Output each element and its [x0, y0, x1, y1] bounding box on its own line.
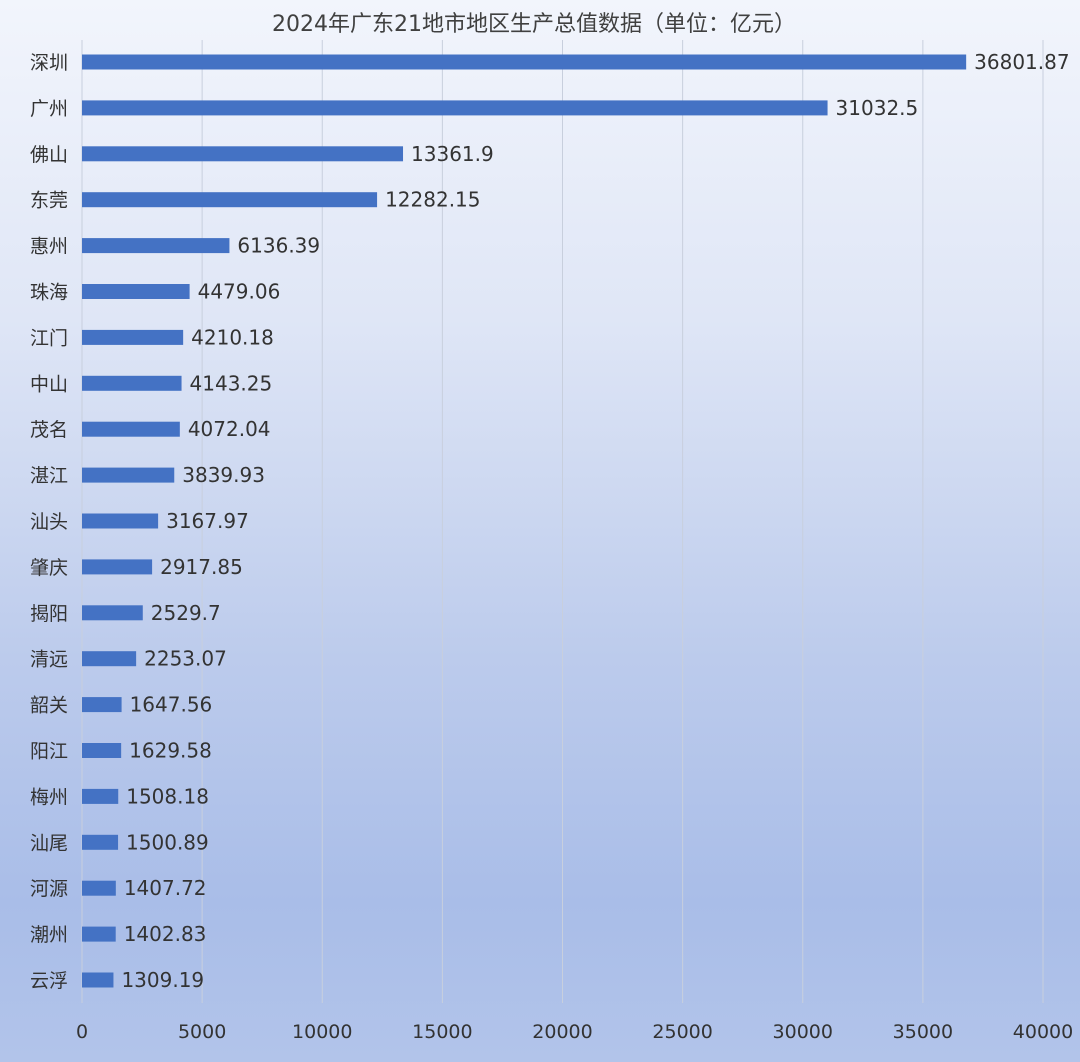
category-label: 江门 — [30, 327, 68, 349]
category-label: 云浮 — [30, 970, 68, 992]
category-label: 潮州 — [30, 924, 68, 946]
value-label: 2529.7 — [151, 601, 221, 625]
category-label: 佛山 — [30, 144, 68, 166]
bar — [82, 743, 122, 758]
category-label: 广州 — [30, 98, 68, 120]
bar — [82, 972, 114, 988]
value-label: 1309.19 — [121, 968, 204, 992]
bar — [82, 421, 180, 437]
value-label: 36801.87 — [974, 50, 1069, 74]
category-label: 茂名 — [30, 419, 68, 441]
bar — [82, 880, 116, 896]
value-label: 4143.25 — [190, 371, 273, 395]
bar — [82, 467, 175, 483]
value-label: 4210.18 — [191, 325, 274, 349]
category-label: 中山 — [30, 373, 68, 395]
chart-title: 2024年广东21地市地区生产总值数据（单位：亿元） — [272, 12, 796, 37]
x-tick-label: 35000 — [893, 1021, 953, 1043]
bar — [82, 513, 159, 529]
value-label: 3839.93 — [182, 463, 265, 487]
value-label: 12282.15 — [385, 188, 480, 212]
bar — [82, 100, 828, 116]
x-tick-label: 25000 — [652, 1021, 712, 1043]
x-tick-label: 0 — [76, 1021, 88, 1043]
value-labels: 36801.87 31032.5 13361.9 12282.15 6136.39 447… — [121, 50, 1069, 992]
category-label: 梅州 — [30, 786, 68, 808]
category-label: 肇庆 — [30, 557, 68, 579]
value-label: 4479.06 — [198, 280, 281, 304]
category-label: 珠海 — [30, 282, 68, 304]
x-tick-label: 5000 — [178, 1021, 226, 1043]
bar — [82, 54, 967, 70]
x-tick-label: 40000 — [1013, 1021, 1073, 1043]
x-tick-label: 30000 — [773, 1021, 833, 1043]
category-label: 汕尾 — [30, 832, 68, 854]
bar — [82, 697, 122, 713]
value-label: 13361.9 — [411, 142, 494, 166]
value-label: 6136.39 — [237, 234, 320, 258]
bar — [82, 788, 119, 804]
bar — [82, 375, 182, 391]
bar — [82, 329, 184, 345]
x-tick-label: 20000 — [532, 1021, 592, 1043]
x-axis-ticks: 0 5000 10000 15000 20000 25000 30000 35000 40000 — [76, 1021, 1073, 1043]
x-tick-label: 15000 — [412, 1021, 472, 1043]
value-label: 3167.97 — [166, 509, 249, 533]
value-label: 4072.04 — [188, 417, 271, 441]
value-label: 1629.58 — [129, 739, 212, 763]
category-label: 揭阳 — [30, 603, 68, 625]
category-label: 韶关 — [30, 695, 68, 717]
value-label: 1508.18 — [126, 784, 209, 808]
category-label: 惠州 — [30, 236, 68, 258]
category-label: 湛江 — [30, 465, 68, 487]
bar — [82, 605, 143, 621]
category-label: 阳江 — [30, 741, 68, 763]
bar — [82, 559, 153, 575]
value-label: 1407.72 — [124, 876, 207, 900]
value-label: 1500.89 — [126, 830, 209, 854]
bar — [82, 284, 190, 299]
bar — [82, 192, 378, 208]
x-tick-label: 10000 — [292, 1021, 352, 1043]
bar — [82, 651, 137, 667]
bars — [82, 54, 967, 988]
category-label: 深圳 — [30, 52, 68, 74]
category-label: 东莞 — [30, 190, 68, 212]
value-label: 2917.85 — [160, 555, 243, 579]
value-label: 31032.5 — [836, 96, 919, 120]
bar — [82, 146, 404, 162]
category-label: 河源 — [30, 878, 68, 900]
category-label: 清远 — [30, 649, 68, 671]
category-labels: 深圳广州佛山东莞惠州珠海江门中山茂名湛江汕头肇庆揭阳清远韶关阳江梅州汕尾河源潮州… — [30, 52, 68, 992]
bar — [82, 926, 116, 942]
category-label: 汕头 — [30, 511, 68, 533]
value-label: 2253.07 — [144, 647, 227, 671]
bar — [82, 834, 119, 850]
value-label: 1647.56 — [130, 693, 213, 717]
bar — [82, 238, 230, 254]
value-label: 1402.83 — [124, 922, 207, 946]
